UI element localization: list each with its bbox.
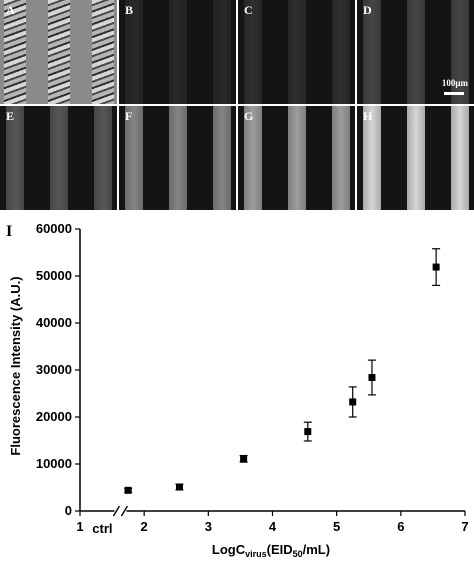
data-point (175, 483, 183, 491)
micrograph-g: G (238, 106, 355, 210)
y-tick-label: 60000 (36, 221, 72, 236)
y-tick-label: 10000 (36, 456, 72, 471)
fluorescent-channel (244, 106, 262, 210)
fluorescent-channel (6, 106, 24, 210)
micrograph-c: C (238, 0, 355, 104)
scale-bar-label: 100μm (441, 78, 468, 88)
fluorescent-channel (125, 106, 143, 210)
x-title-sub: virus (245, 549, 267, 559)
fluorescent-channel (288, 106, 306, 210)
data-point (432, 263, 440, 271)
fluorescent-channel (451, 106, 469, 210)
axis-break-mark (112, 505, 121, 517)
micrograph-label: D (363, 3, 372, 17)
micrograph-d: D 100μm (357, 0, 474, 104)
x-tick-label: 6 (397, 519, 404, 534)
micrograph-grid: A B C D 100μm E F G H (0, 0, 474, 212)
x-tick-label: 1 (76, 519, 83, 534)
scale-bar (444, 92, 464, 95)
fluorescent-channel (407, 106, 425, 210)
herringbone-channel (48, 0, 70, 104)
fluorescent-channel (288, 0, 306, 104)
fluorescent-channel (244, 0, 262, 104)
micrograph-label: E (6, 109, 15, 123)
herringbone-channel (92, 0, 114, 104)
chart-points (124, 248, 441, 494)
x-title-paren: (EID (267, 542, 293, 557)
data-point (349, 398, 357, 406)
fluorescent-channel (169, 106, 187, 210)
x-tick-label: 7 (461, 519, 468, 534)
axis-break-gap (114, 507, 127, 515)
fluorescent-channel (363, 106, 381, 210)
x-title-main: LogC (212, 542, 246, 557)
x-axis-title: LogCvirus(EID50/mL) (212, 542, 330, 559)
x-title-rest: /mL) (303, 542, 330, 557)
chart-axes (79, 229, 465, 517)
x-tick-label: 5 (333, 519, 340, 534)
panel-label-i: I (6, 223, 12, 240)
y-tick-label: 0 (65, 503, 72, 518)
fluorescent-channel (50, 106, 68, 210)
data-point (304, 428, 312, 436)
fluorescent-channel (451, 0, 469, 104)
data-point (368, 374, 376, 382)
fluorescent-channel (169, 0, 187, 104)
micrograph-f: F (119, 106, 236, 210)
chart-ticks: 1 2 3 4 5 6 7 0 10000 20000 30000 40000 50000 60000 ct… (36, 221, 469, 536)
y-tick-label: 30000 (36, 362, 72, 377)
fluorescent-channel (332, 106, 350, 210)
micrograph-label: G (244, 109, 254, 123)
micrograph-b: B (119, 0, 236, 104)
fluorescence-chart: I 1 2 3 4 5 6 7 0 10000 20000 30000 40000 50000 60000… (6, 221, 469, 559)
y-tick-label: 20000 (36, 409, 72, 424)
x-title-sub2: 50 (293, 549, 303, 559)
fluorescent-channel (407, 0, 425, 104)
micrograph-label: A (6, 3, 15, 17)
fluorescent-channel (332, 0, 350, 104)
y-axis-title: Fluorescence Intensity (A.U.) (8, 276, 23, 455)
y-tick-label: 40000 (36, 315, 72, 330)
data-point (240, 455, 248, 463)
x-tick-label: 3 (205, 519, 212, 534)
data-point (124, 486, 132, 494)
axis-break-mark (120, 505, 129, 517)
fluorescent-channel (125, 0, 143, 104)
ctrl-label: ctrl (92, 521, 112, 536)
fluorescent-channel (213, 106, 231, 210)
x-tick-label: 2 (141, 519, 148, 534)
fluorescent-channel (213, 0, 231, 104)
micrograph-label: F (125, 109, 133, 123)
micrograph-label: B (125, 3, 134, 17)
micrograph-label: H (363, 109, 373, 123)
y-tick-label: 50000 (36, 268, 72, 283)
x-tick-label: 4 (269, 519, 277, 534)
herringbone-channel (4, 0, 26, 104)
micrograph-h: H (357, 106, 474, 210)
micrograph-a: A (0, 0, 117, 104)
micrograph-e: E (0, 106, 117, 210)
micrograph-label: C (244, 3, 253, 17)
fluorescent-channel (94, 106, 112, 210)
fluorescent-channel (363, 0, 381, 104)
